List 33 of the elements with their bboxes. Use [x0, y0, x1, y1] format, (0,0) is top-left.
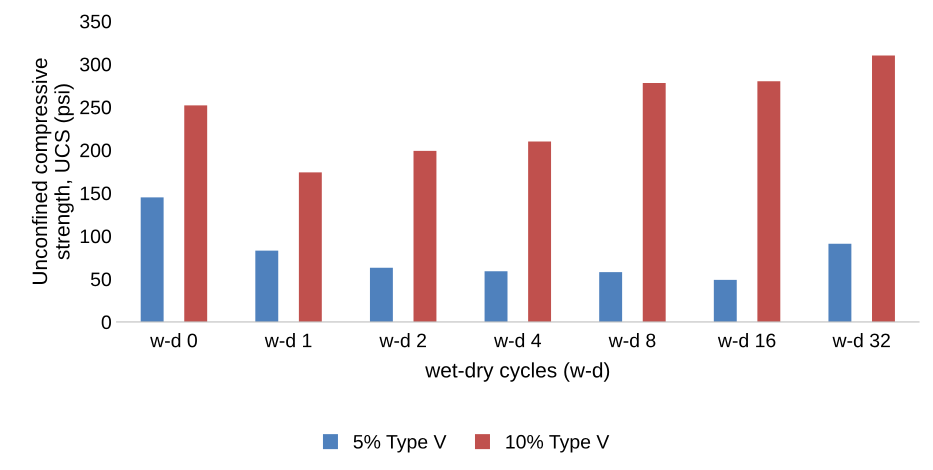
- x-tick-label: w-d 0: [150, 333, 197, 348]
- bar: [484, 271, 508, 322]
- bar: [414, 150, 436, 322]
- y-tick-label: 150: [80, 186, 112, 200]
- bar: [255, 250, 278, 322]
- y-tick-label: 200: [80, 144, 112, 158]
- x-tick-label: w-d 2: [379, 333, 426, 348]
- x-tick-label: w-d 16: [718, 333, 776, 348]
- bar: [599, 272, 622, 322]
- bar: [757, 81, 780, 322]
- legend-label: 10% Type V: [506, 434, 610, 452]
- x-tick-label: w-d 32: [832, 333, 890, 348]
- bar: [298, 172, 322, 322]
- y-tick-label: 100: [80, 229, 112, 244]
- x-axis-title: wet-dry cycles (w-d): [425, 362, 610, 382]
- bar: [184, 105, 208, 322]
- x-tick-label: w-d 8: [608, 333, 656, 348]
- y-axis-title: Unconfined compressive strength, UCS (psi): [32, 58, 74, 284]
- x-tick-label: w-d 1: [264, 333, 312, 348]
- bar: [642, 83, 666, 322]
- bar: [872, 56, 895, 322]
- legend-label: 5% Type V: [354, 434, 446, 452]
- bar: [714, 280, 737, 322]
- bar: [528, 141, 552, 322]
- y-tick-label: 350: [80, 14, 112, 28]
- bar: [370, 268, 393, 322]
- y-tick-label: 300: [80, 58, 112, 72]
- y-tick-label: 250: [80, 100, 112, 114]
- bar: [140, 197, 164, 322]
- y-tick-label: 50: [90, 272, 112, 286]
- bar: [828, 244, 852, 322]
- y-tick-label: 0: [102, 315, 112, 330]
- x-tick-label: w-d 4: [494, 333, 542, 348]
